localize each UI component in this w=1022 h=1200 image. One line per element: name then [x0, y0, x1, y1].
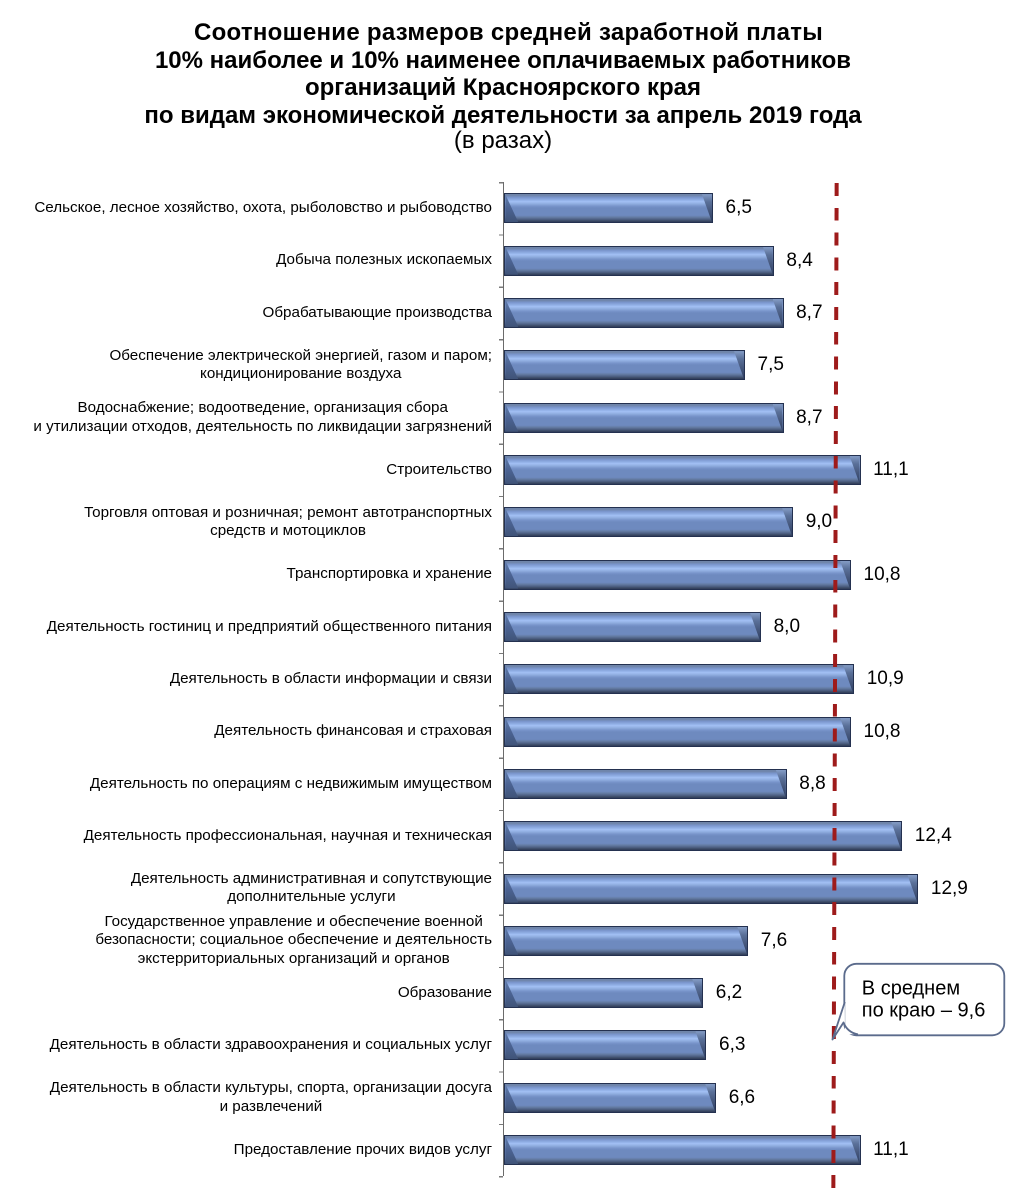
svg-text:по краю – 9,6: по краю – 9,6 — [862, 999, 986, 1021]
svg-text:В среднем: В среднем — [862, 977, 960, 999]
